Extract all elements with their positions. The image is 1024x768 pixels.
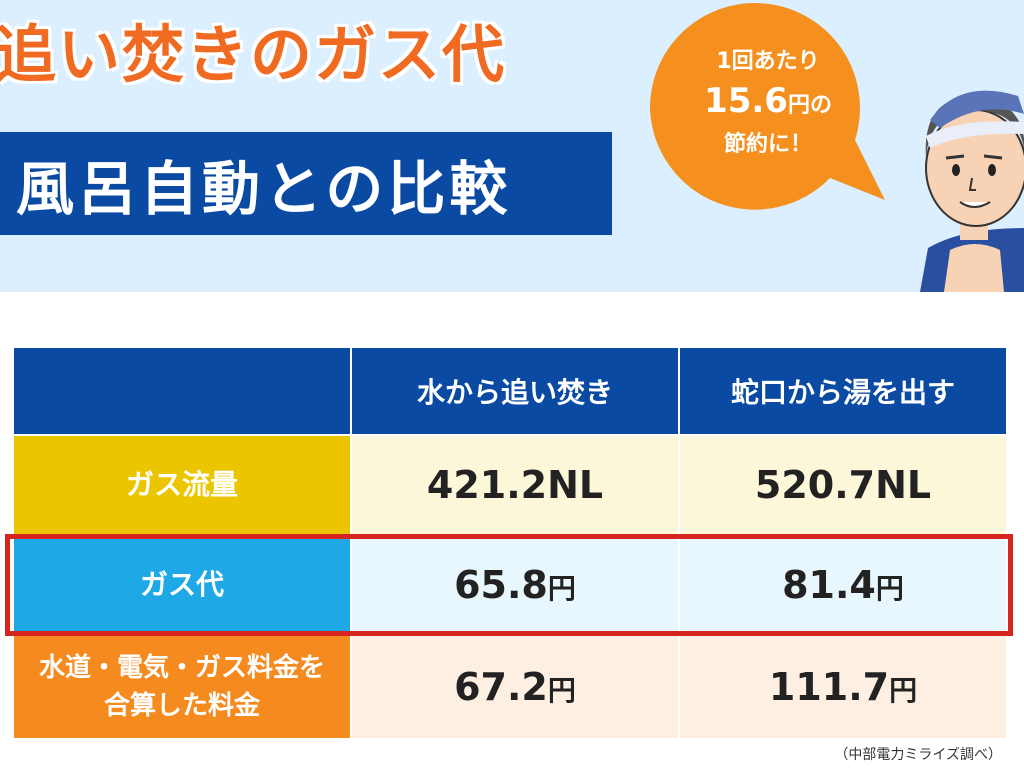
value: 81.4	[782, 563, 876, 607]
value: 520.7NL	[754, 463, 932, 507]
speech-bubble-icon	[649, 3, 885, 210]
cell-gas-flow-reheat: 421.2NL	[350, 434, 680, 536]
page-title: 追い焚きのガス代	[0, 17, 507, 93]
cell-gas-flow-tap: 520.7NL	[678, 434, 1008, 536]
cell-gas-cost-tap: 81.4円	[678, 534, 1008, 636]
value: 67.2	[454, 665, 548, 709]
source-note: （中部電力ミライズ調べ）	[834, 747, 1002, 763]
cell-gas-cost-reheat: 65.8円	[350, 534, 680, 636]
table-row: ガス代 65.8円 81.4円	[12, 534, 1008, 636]
savings-amount-suffix: 円の	[787, 93, 832, 118]
savings-callout: 1回あたり 15.6円の 節約に！	[668, 45, 868, 162]
cell-total-reheat: 67.2円	[350, 634, 680, 740]
value: 65.8	[454, 563, 548, 607]
page-subtitle: 風呂自動との比較	[16, 154, 512, 223]
value: 421.2NL	[426, 463, 604, 507]
row-label-total-cost: 水道・電気・ガス料金を 合算した料金	[12, 634, 352, 740]
header-blank-cell	[12, 346, 352, 436]
unit: 円	[547, 674, 576, 707]
row-label-total-line2: 合算した料金	[103, 691, 260, 721]
subtitle-banner: 風呂自動との比較	[0, 132, 612, 235]
header-reheat-from-water: 水から追い焚き	[350, 346, 680, 436]
savings-line1: 1回あたり	[716, 49, 820, 74]
table-row: 水道・電気・ガス料金を 合算した料金 67.2円 111.7円	[12, 634, 1008, 740]
comparison-table: 水から追い焚き 蛇口から湯を出す ガス流量 421.2NL 520.7NL ガス…	[12, 346, 1008, 740]
person-illustration-icon	[920, 90, 1024, 292]
table-header-row: 水から追い焚き 蛇口から湯を出す	[12, 346, 1008, 436]
unit: 円	[889, 674, 918, 707]
value: 111.7	[768, 665, 890, 709]
savings-amount: 15.6	[704, 81, 788, 121]
header-hot-water-from-tap: 蛇口から湯を出す	[678, 346, 1008, 436]
table-row: ガス流量 421.2NL 520.7NL	[12, 434, 1008, 536]
row-label-gas-flow: ガス流量	[12, 434, 352, 536]
unit: 円	[875, 572, 904, 605]
savings-amount-line: 15.6円の	[668, 79, 868, 128]
unit: 円	[547, 572, 576, 605]
cell-total-tap: 111.7円	[678, 634, 1008, 740]
row-label-gas-cost: ガス代	[12, 534, 352, 636]
savings-line3: 節約に！	[723, 132, 812, 157]
row-label-total-line1: 水道・電気・ガス料金を	[38, 653, 325, 683]
